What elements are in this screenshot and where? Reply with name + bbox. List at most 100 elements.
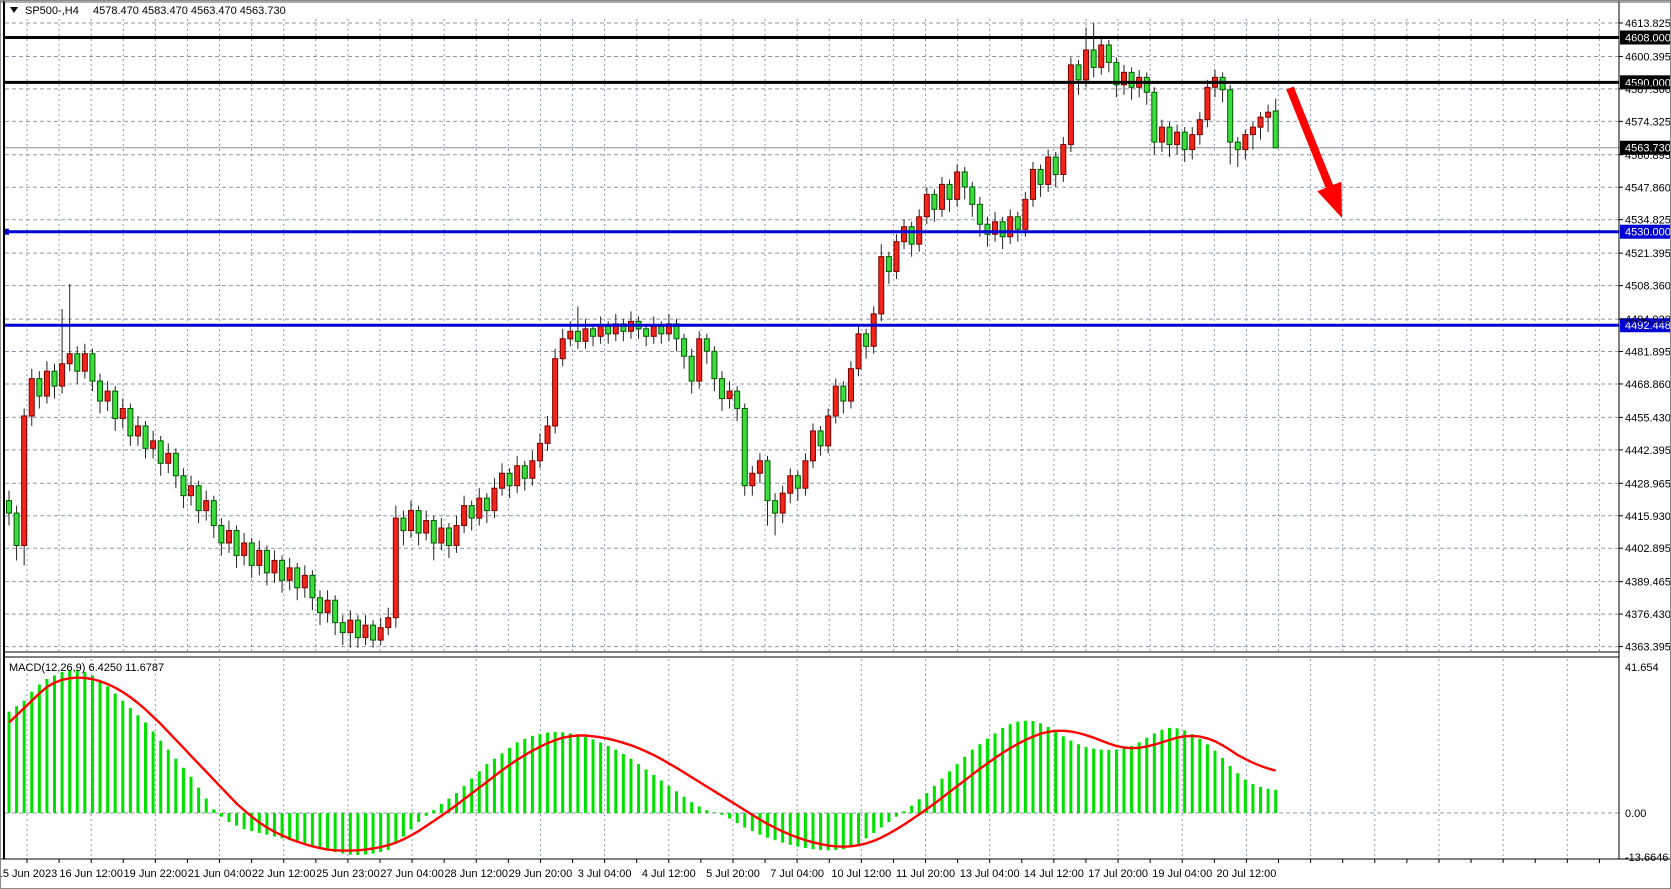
bear-candle	[1181, 131, 1188, 151]
bear-candle	[279, 559, 286, 581]
bear-candle	[1113, 61, 1120, 86]
bull-candle	[536, 442, 543, 462]
bull-candle	[21, 415, 28, 546]
bear-candle	[400, 517, 407, 532]
bear-candle	[180, 475, 187, 497]
time-tick-label: 4 Jul 12:00	[642, 868, 696, 880]
bear-candle	[210, 500, 217, 527]
bull-candle	[1257, 116, 1264, 128]
bear-candle	[142, 425, 149, 449]
bear-candle	[89, 353, 96, 382]
time-tick-label: 29 Jun 20:00	[509, 868, 573, 880]
bull-candle	[347, 619, 354, 634]
support-line-4530-anchor	[3, 228, 9, 235]
bear-candle	[605, 325, 612, 335]
bear-candle	[643, 328, 650, 337]
bear-candle	[483, 497, 490, 512]
bear-candle	[984, 223, 991, 235]
bear-candle	[1052, 156, 1059, 175]
candles-layer	[6, 23, 1279, 648]
bull-candle	[832, 385, 839, 417]
macd-indicator-label: MACD(12,26,9) 6.4250 11.6787	[9, 662, 164, 674]
bull-candle	[1022, 198, 1029, 230]
chart-title: SP500-,H4 4578.470 4583.470 4563.470 456…	[10, 5, 286, 17]
bear-candle	[294, 567, 301, 589]
bull-candle	[392, 517, 399, 619]
bull-candle	[1158, 126, 1165, 143]
bull-candle	[923, 193, 930, 218]
bull-candle	[81, 353, 88, 372]
bull-candle	[1242, 134, 1249, 151]
bull-candle	[696, 338, 703, 382]
bear-candle	[316, 597, 323, 614]
bear-candle	[248, 542, 255, 566]
time-tick-label: 14 Jul 12:00	[1024, 868, 1084, 880]
price-tick-label: 4402.895	[1625, 543, 1671, 555]
bear-candle	[233, 530, 240, 556]
bull-candle	[1029, 168, 1036, 200]
bear-candle	[946, 183, 953, 200]
bear-candle	[1143, 76, 1150, 93]
bear-candle	[772, 500, 779, 514]
bull-candle	[1045, 156, 1052, 185]
bear-candle	[794, 475, 801, 489]
bear-candle	[468, 505, 475, 519]
bull-candle	[552, 358, 559, 427]
bear-candle	[688, 355, 695, 382]
down-arrow-annotation	[1286, 86, 1342, 218]
current-price-line-badge-label: 4563.730	[1625, 143, 1671, 155]
bull-candle	[438, 527, 445, 544]
bear-candle	[1037, 168, 1044, 185]
bear-candle	[1166, 126, 1173, 146]
bull-candle	[1196, 119, 1203, 136]
bull-candle	[499, 472, 506, 489]
price-tick-label: 4389.465	[1625, 577, 1671, 589]
bear-candle	[734, 390, 741, 410]
bull-candle	[59, 363, 66, 387]
bull-candle	[559, 338, 566, 360]
bear-candle	[172, 452, 179, 477]
bull-candle	[514, 465, 521, 487]
bull-candle	[1249, 126, 1256, 136]
bull-candle	[453, 525, 460, 546]
bull-candle	[810, 430, 817, 462]
time-tick-label: 7 Jul 04:00	[770, 868, 824, 880]
bull-candle	[134, 425, 141, 437]
time-tick-label: 19 Jun 22:00	[124, 868, 188, 880]
symbol-dropdown-icon[interactable]	[10, 7, 18, 13]
price-tick-label: 4376.430	[1625, 609, 1671, 621]
time-tick-label: 10 Jul 12:00	[831, 868, 891, 880]
main-grid	[5, 19, 1619, 651]
macd-tick-label: -13.6646	[1625, 852, 1668, 864]
bear-candle	[999, 221, 1006, 238]
time-tick-label: 22 Jun 12:00	[252, 868, 316, 880]
support-line-4530-badge	[1620, 224, 1670, 239]
support-line-4530-badge-label: 4530.000	[1625, 227, 1671, 239]
bear-candle	[1075, 64, 1082, 81]
bull-candle	[203, 500, 210, 512]
bull-candle	[901, 226, 908, 243]
bull-candle	[1007, 216, 1014, 238]
bear-candle	[1105, 44, 1112, 63]
time-tick-label: 28 Jun 12:00	[444, 868, 508, 880]
time-tick-label: 20 Jul 12:00	[1216, 868, 1276, 880]
bear-candle	[1227, 89, 1234, 143]
bear-candle	[590, 328, 597, 337]
time-tick-label: 17 Jul 20:00	[1088, 868, 1148, 880]
bull-candle	[1060, 144, 1067, 175]
support-line-4492-badge-label: 4492.448	[1625, 320, 1671, 332]
bull-candle	[165, 452, 172, 464]
bear-candle	[74, 353, 81, 372]
bear-candle	[817, 430, 824, 447]
arrow-shaft	[1286, 86, 1336, 194]
bull-candle	[491, 487, 498, 512]
bull-candle	[529, 460, 536, 479]
bull-candle	[150, 440, 157, 449]
bull-candle	[301, 574, 308, 589]
arrow-head	[1317, 181, 1342, 218]
time-tick-label: 3 Jul 04:00	[578, 868, 632, 880]
bear-candle	[36, 378, 43, 397]
bull-candle	[847, 368, 854, 402]
